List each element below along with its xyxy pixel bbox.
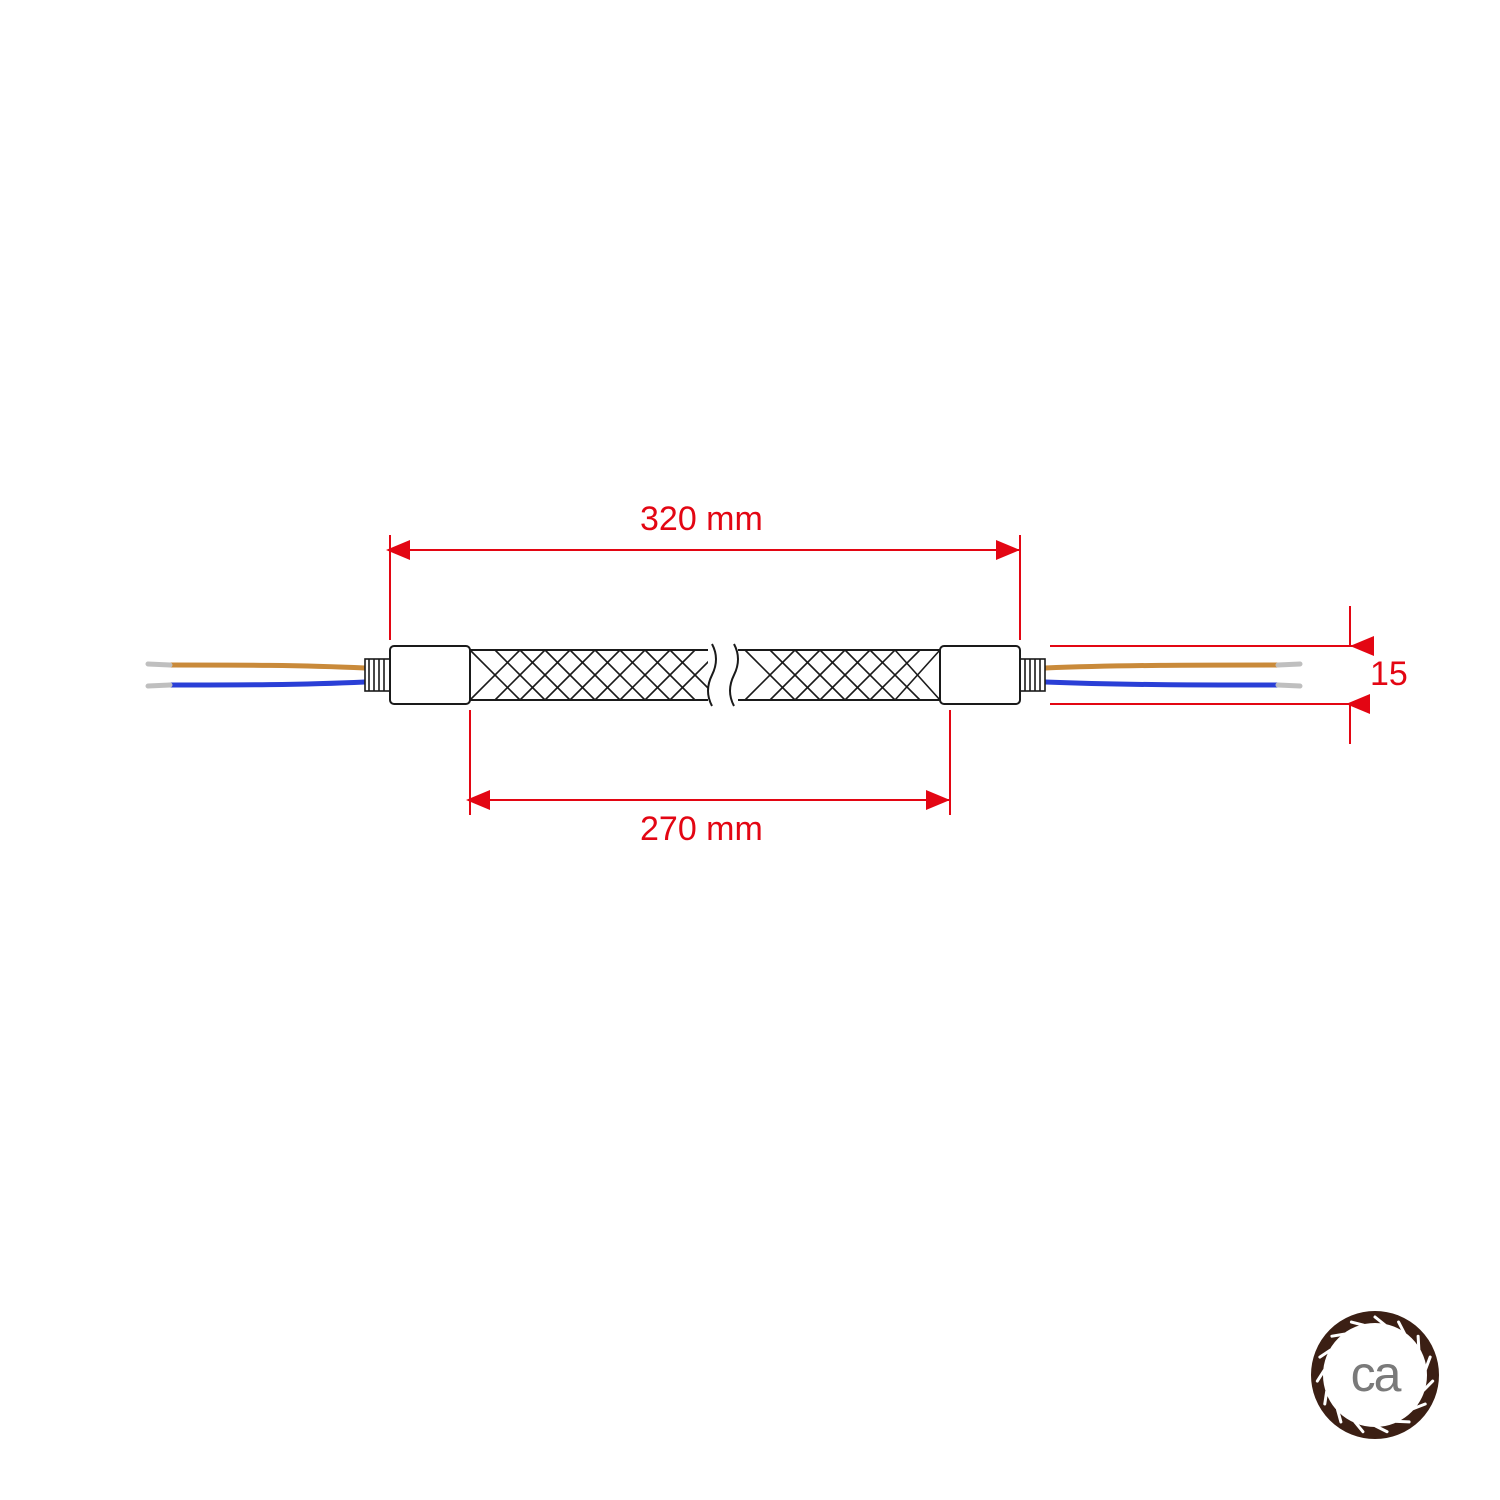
cap-left [390,646,470,704]
brand-logo: ca [1310,1310,1440,1440]
dim-overall-label: 320 mm [640,500,763,539]
diagram-canvas: 320 mm 270 mm 15 [0,0,1500,1500]
braided-tube [470,644,940,706]
dimension-height [1050,606,1365,744]
brand-logo-text: ca [1351,1345,1400,1403]
thread-right [1020,659,1045,691]
wires-left [148,664,365,686]
wires-right [1045,664,1300,686]
thread-left [365,659,390,691]
cap-right [940,646,1020,704]
dim-height-label: 15 [1370,655,1408,694]
dimension-inner [470,710,950,815]
dimension-overall [390,535,1020,640]
technical-drawing-svg [0,0,1500,1500]
dim-inner-label: 270 mm [640,810,763,849]
